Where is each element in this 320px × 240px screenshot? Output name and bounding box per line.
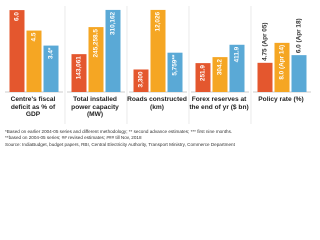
panel-title: Policy rate (%) — [258, 96, 304, 103]
panel-title: Total installed power capacity (MW) — [71, 96, 119, 119]
bar — [257, 62, 273, 92]
bar — [133, 69, 149, 92]
bar — [26, 30, 42, 93]
panel-title: Forex reserves at the end of yr ($ bn) — [189, 96, 249, 111]
bar — [195, 63, 211, 92]
value-label: 3.4* — [48, 47, 55, 59]
panel-title: Centre's fiscal deficit as % of GDP — [10, 96, 56, 119]
value-label: 310,162 — [110, 11, 117, 35]
value-label: 411.9 — [234, 46, 241, 62]
bar — [105, 9, 121, 93]
footnotes: *Based on earlier 2004-05 series and dif… — [5, 129, 311, 148]
bar — [71, 54, 87, 92]
value-label: 8.0 (Apr 14) — [279, 45, 286, 80]
bar — [43, 45, 59, 92]
value-label: 6.0 — [14, 12, 21, 21]
value-label: 3,300 — [138, 71, 145, 87]
bar — [291, 55, 307, 92]
chart: 6.0 4.5 3.4* 143,061 245,258.5 310,162 3,300 12… — [5, 6, 311, 124]
value-label: 6.0 (Apr 18) — [296, 18, 303, 53]
panel-title: Roads constructed (km) — [127, 96, 187, 111]
footnote: Source: IndiaBudget, budget papers, RBI,… — [5, 141, 235, 147]
bar — [88, 27, 104, 92]
value-label: 12,026 — [155, 11, 162, 31]
footnote: *Based on earlier 2004-05 series and dif… — [5, 129, 233, 134]
bar — [274, 42, 290, 92]
value-label: 251.9 — [200, 65, 207, 81]
footnote: **based on 2004-05 series; ## revised es… — [5, 135, 142, 141]
value-label: 4.75 (Apr 05) — [262, 22, 269, 60]
bar — [229, 44, 245, 92]
value-label: 304.2 — [217, 59, 224, 75]
value-label: 5,759** — [172, 54, 179, 75]
bar — [150, 9, 166, 92]
page: {"chart_data": [ {"type": "bar", "title"… — [5, 6, 311, 148]
bar — [9, 10, 25, 92]
value-label: 245,258.5 — [93, 29, 100, 58]
value-label: 4.5 — [31, 32, 38, 41]
bar — [167, 52, 183, 92]
value-label: 143,061 — [76, 56, 83, 80]
bar — [212, 57, 228, 92]
